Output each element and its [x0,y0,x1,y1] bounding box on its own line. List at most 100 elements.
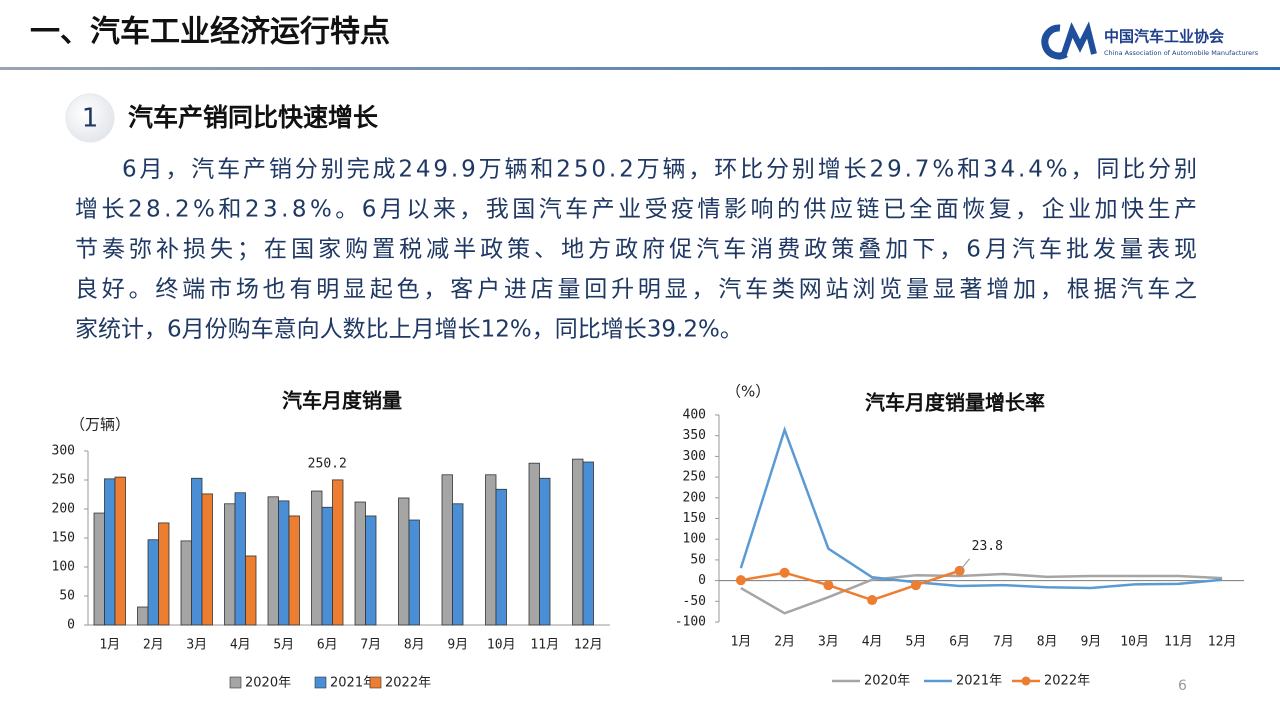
legend-swatch [229,676,242,689]
bar [191,477,203,626]
org-name-en: China Association of Automobile Manufact… [1104,49,1259,57]
bar [528,462,540,626]
x-tick-label: 11月 [530,638,559,653]
header-title: 一、汽车工业经济运行特点 [30,15,390,50]
paragraph-line: 节奏弥补损失；在国家购置税减半政策、地方政府促汽车消费政策叠加下，6月汽车批发量… [75,237,1197,263]
line-series [739,426,1223,590]
paragraph-line: 良好。终端市场也有明显起色，客户进店量回升明显，汽车类网站浏览量显著增加，根据汽… [75,277,1197,303]
bar [288,515,300,626]
line-series [740,572,1223,615]
y-tick-label: 150 [683,511,706,526]
section-badge [65,93,115,143]
legend-label: 2021年 [956,674,1002,689]
data-label: 250.2 [308,456,347,471]
bar [485,474,497,626]
bar [234,492,246,626]
y-tick-label: 250 [52,473,75,488]
header-rule [0,67,1280,70]
x-tick-label: 12月 [574,638,603,653]
bar [278,500,290,626]
y-tick-label: 50 [59,589,75,604]
x-tick-label: 10月 [1120,635,1149,650]
bar [572,458,584,626]
x-tick-label: 3月 [818,635,839,650]
y-axis-label: （万辆） [70,416,130,434]
y-tick-label: 100 [52,560,75,575]
line-series [740,569,961,602]
bar [224,503,236,626]
paragraph: 6月，汽车产销分别完成249.9万辆和250.2万辆，环比分别增长29.7%和3… [75,157,1197,343]
page-number: 6 [1178,678,1187,694]
x-tick-label: 4月 [862,635,883,650]
bar [582,461,594,626]
bar [398,497,410,626]
chart-title: 汽车月度销量增长率 [865,391,1045,415]
y-tick-label: 50 [690,552,706,567]
x-tick-label: 9月 [447,638,468,653]
y-tick-label: 0 [67,618,75,633]
bar [332,479,344,626]
y-tick-label: 100 [683,532,706,547]
legend-swatch [369,676,382,689]
x-tick-label: 10月 [487,638,516,653]
bar [114,476,126,626]
point [910,580,921,591]
x-tick-label: 7月 [360,638,381,653]
point [779,567,790,578]
x-tick-label: 2月 [143,638,164,653]
y-tick-label: -100 [675,615,706,630]
bar [158,522,170,626]
point [823,580,834,591]
paragraph-line: 家统计，6月份购车意向人数比上月增长12%，同比增长39.2%。 [75,317,743,343]
section-title: 汽车产销同比快速增长 [128,103,379,132]
y-tick-label: 250 [683,470,706,485]
bar [245,555,257,626]
point [735,575,746,586]
bar [104,478,116,626]
legend-label: 2021年 [330,676,376,691]
bar [311,490,323,626]
x-tick-label: 9月 [1080,635,1101,650]
y-tick-label: 400 [683,408,706,423]
y-tick-label: -50 [683,594,706,609]
bar [93,512,105,626]
leader [959,558,971,572]
x-tick-label: 3月 [186,638,207,653]
x-tick-label: 12月 [1208,635,1237,650]
data-label: 23.8 [972,539,1003,554]
legend-label: 2022年 [385,676,431,691]
y-axis-label: （%） [726,383,770,401]
x-tick-label: 1月 [730,635,751,650]
y-tick-label: 300 [683,449,706,464]
x-tick-label: 5月 [905,635,926,650]
y-tick-label: 350 [683,428,706,443]
bar [137,606,149,626]
y-tick-label: 200 [52,502,75,517]
bar [495,488,507,626]
x-tick-label: 8月 [1037,635,1058,650]
bar [354,501,366,626]
bar [180,540,192,626]
x-tick-label: 6月 [949,635,970,650]
x-tick-label: 7月 [993,635,1014,650]
bar [365,515,377,626]
x-tick-label: 6月 [317,638,338,653]
paragraph-line: 6月，汽车产销分别完成249.9万辆和250.2万辆，环比分别增长29.7%和3… [122,157,1197,183]
logo [1041,21,1097,60]
x-tick-label: 8月 [404,638,425,653]
paragraph-line: 增长28.2%和23.8%。6月以来，我国汽车产业受疫情影响的供应链已全面恢复，… [75,197,1197,223]
bar [267,496,279,626]
x-tick-label: 11月 [1164,635,1193,650]
y-tick-label: 200 [683,490,706,505]
section-number: 1 [82,104,99,134]
bar [408,519,420,626]
legend-label: 2022年 [1044,674,1090,689]
x-tick-label: 4月 [230,638,251,653]
y-tick-label: 150 [52,531,75,546]
legend-label: 2020年 [864,674,910,689]
legend-swatch [314,676,327,689]
bar [452,503,464,626]
legend-label: 2020年 [245,676,291,691]
point [867,595,878,606]
